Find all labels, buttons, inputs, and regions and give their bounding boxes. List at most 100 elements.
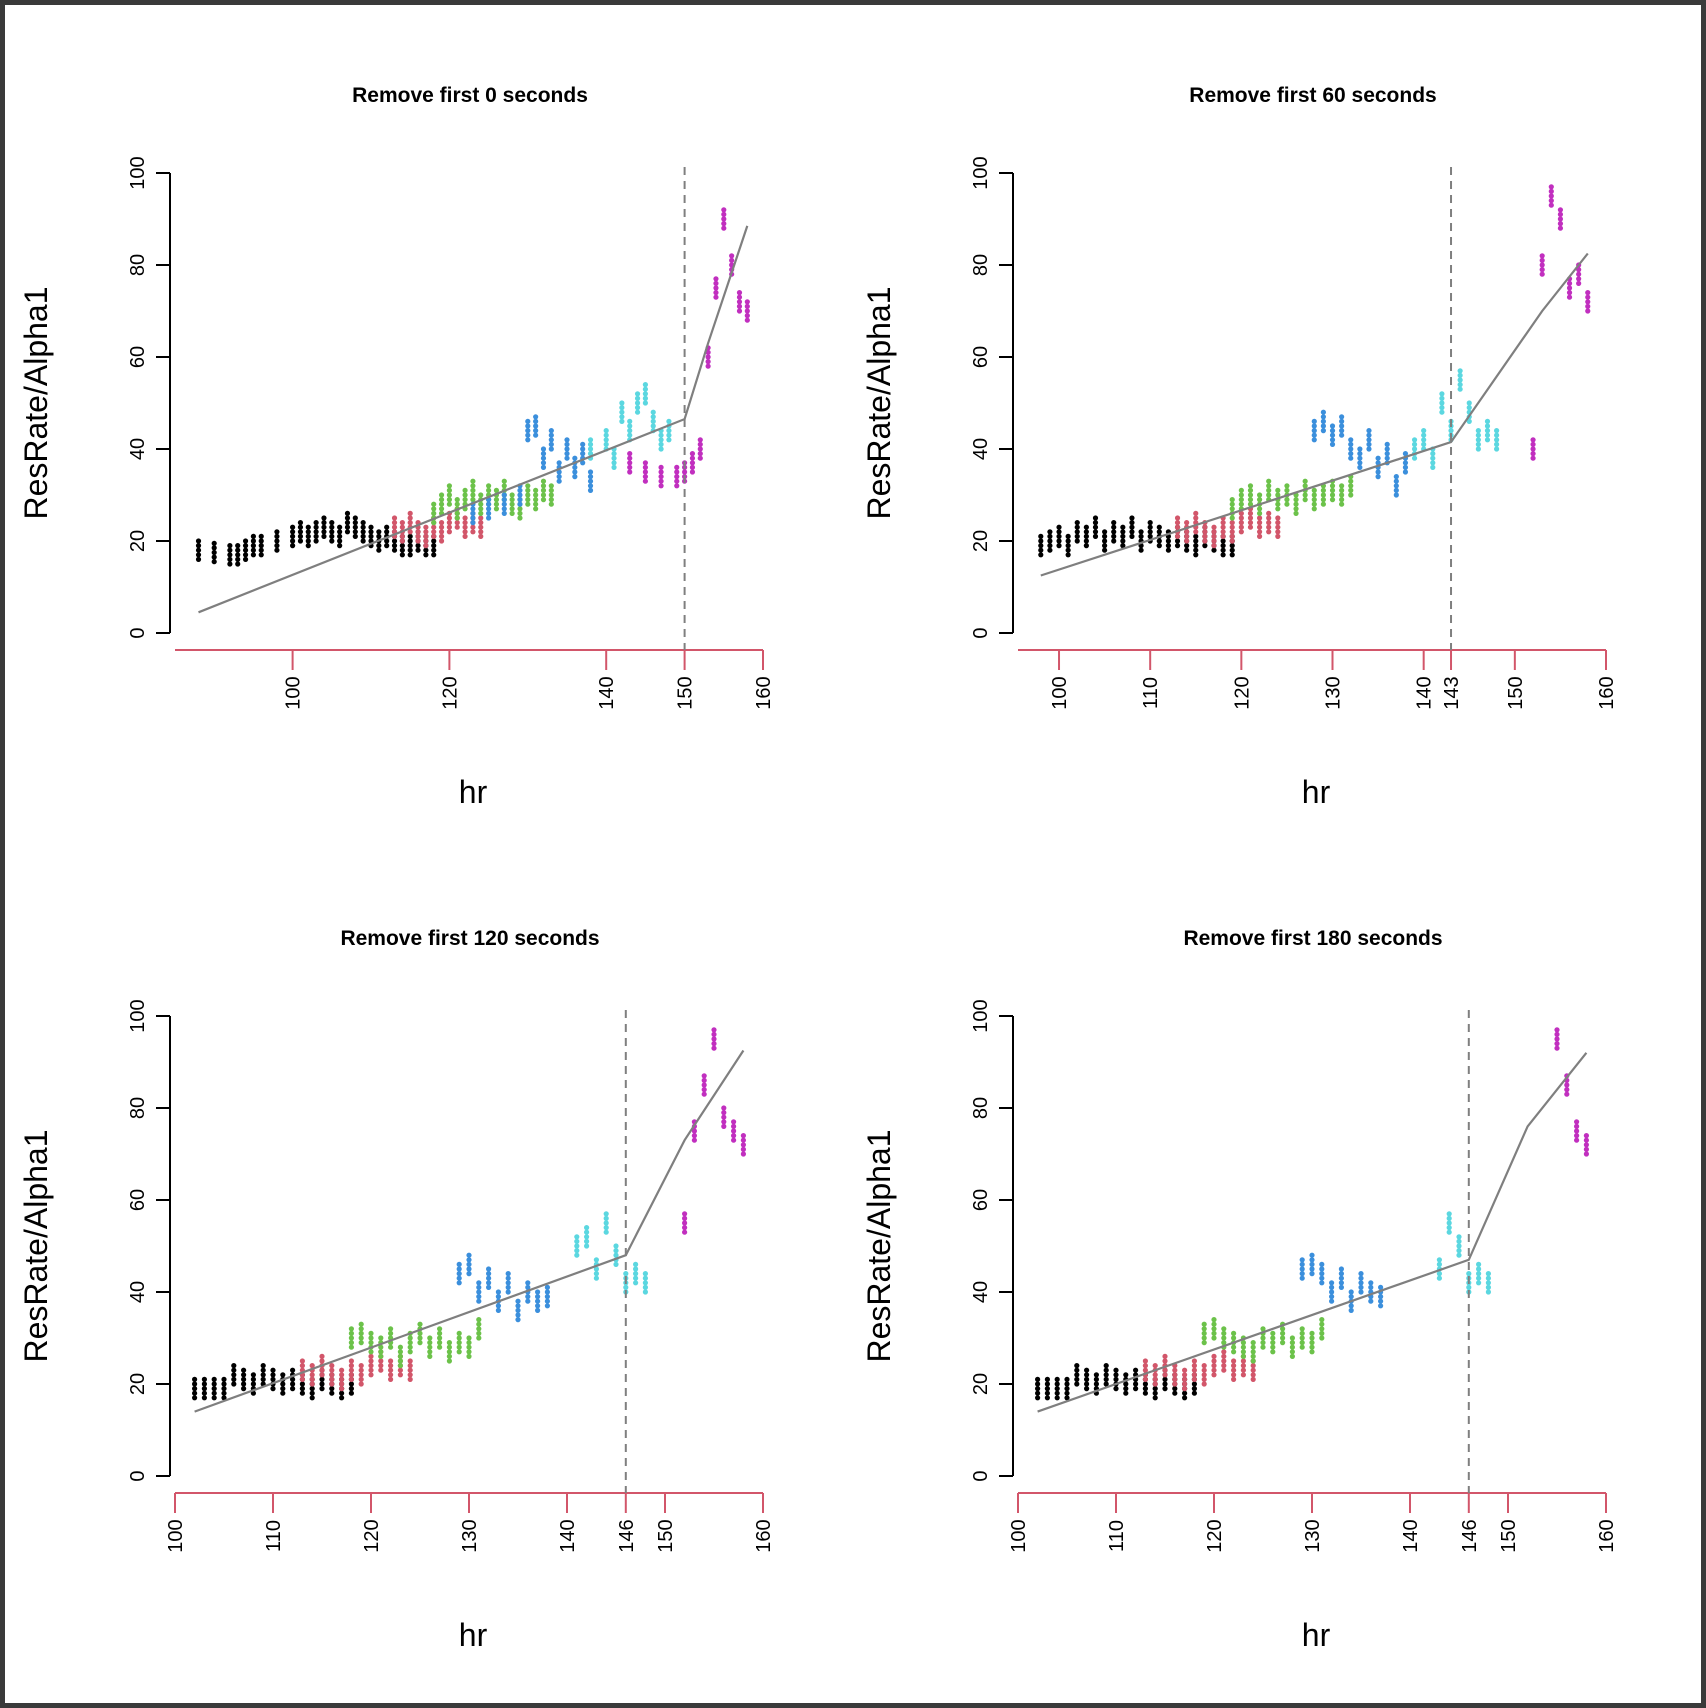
data-point [1231,1330,1237,1336]
data-point [1583,1151,1589,1157]
data-point [1231,1358,1237,1364]
data-point [1184,533,1190,540]
data-point [1044,1381,1050,1387]
data-point [195,552,202,558]
data-point [297,520,304,526]
data-point [290,1367,296,1373]
data-point [258,552,264,558]
data-point [1065,538,1071,544]
x-tick-label: 120 [1231,676,1253,709]
data-point [1329,492,1336,498]
data-point [195,538,202,544]
data-point [701,1077,707,1083]
data-point [407,515,413,521]
data-point [270,1386,276,1392]
data-point [397,1363,403,1369]
data-point [564,455,570,461]
x-tick-label: 130 [1302,1519,1324,1552]
data-point [1275,515,1281,521]
data-point [1448,428,1454,434]
data-point [1065,552,1071,558]
data-point [476,1326,482,1332]
data-point [313,533,319,540]
data-point [368,1358,374,1364]
data-point [1184,520,1190,526]
y-tick-label: 80 [970,1097,992,1119]
data-point [1309,1349,1315,1355]
data-point [1174,543,1181,549]
data-point [470,506,476,512]
data-point [1484,432,1491,438]
data-point [211,554,217,560]
data-point [1191,1358,1197,1364]
data-point [309,1381,315,1387]
data-point [1299,1275,1305,1281]
data-point [744,308,750,314]
data-point [1476,1261,1482,1267]
data-point [603,1229,609,1235]
data-point [1256,533,1263,540]
data-point [358,1363,364,1369]
data-point [407,543,413,549]
fit-line [1037,1052,1588,1413]
data-point [633,1261,639,1267]
data-point [1250,1372,1256,1378]
data-point [250,533,256,540]
data-point [650,409,656,415]
data-point [1348,446,1354,452]
data-point [211,1395,217,1401]
data-point [650,418,656,424]
data-point [1566,280,1573,286]
data-point [509,510,515,516]
data-point [658,474,664,480]
data-point [456,1266,462,1272]
data-point [368,1340,374,1346]
data-point [486,1284,492,1290]
data-point [290,1376,296,1382]
data-point [1044,1376,1050,1382]
data-point [221,1390,227,1396]
data-point [1375,469,1381,475]
data-point [1250,1376,1256,1382]
data-point [1156,538,1162,544]
data-point [501,501,507,507]
data-point [1576,276,1582,282]
chart-panel-4: Remove first 180 seconds 0 20 40 60 80 100 ResR… [861,927,1618,1653]
data-point [423,552,429,558]
data-point [1111,533,1117,540]
data-point [437,1340,443,1346]
data-point [613,1243,619,1249]
data-point [1103,1376,1109,1382]
data-point [235,561,241,567]
data-point [1411,446,1418,452]
data-point [431,552,437,558]
data-point [241,1367,247,1373]
data-point [384,524,390,530]
data-point [744,303,750,309]
data-point [697,451,703,457]
data-point [1202,543,1208,549]
data-point [1302,483,1308,489]
data-point [235,543,241,549]
data-point [476,1289,482,1295]
data-point [1320,418,1326,424]
data-point [1319,1321,1325,1327]
data-point [1120,533,1126,540]
data-point [533,497,539,503]
data-point [540,492,547,498]
data-point [415,547,421,553]
data-point [1152,1386,1158,1392]
data-point [329,1390,335,1396]
data-point [1358,1280,1364,1286]
data-point [397,1344,403,1350]
data-point [1456,1243,1462,1249]
data-point [1275,529,1281,535]
data-point [378,1335,384,1341]
data-point [1133,1386,1139,1392]
data-point [1247,501,1254,507]
data-point [1554,1041,1560,1047]
data-point [619,414,625,420]
data-point [1338,1271,1344,1277]
data-point [1446,1215,1452,1221]
data-point [1436,1257,1442,1263]
